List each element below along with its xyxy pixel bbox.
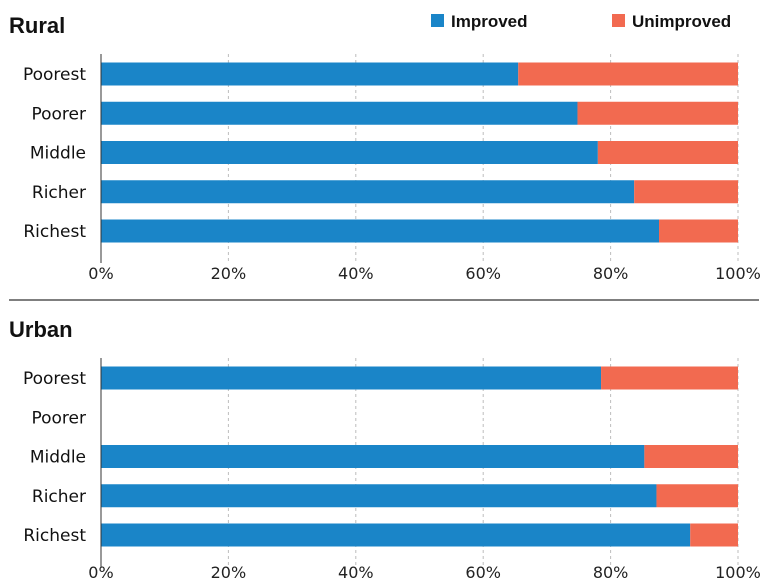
- rural-panel-title: Rural: [9, 13, 65, 38]
- rural-chart-panel: 0% 20% 40% 60% 80% 100% Poorest Poorer Middle Ric…: [23, 54, 761, 283]
- x-tick-label: 0%: [88, 264, 113, 283]
- x-tick-label: 80%: [593, 264, 629, 283]
- category-label: Richest: [23, 222, 86, 242]
- category-label: Poorest: [23, 369, 86, 389]
- x-tick-label: 40%: [338, 264, 374, 283]
- urban-chart-panel: 0% 20% 40% 60% 80% 100% Poorest Poorer Middle Ric…: [23, 358, 761, 582]
- bar-segment-unimproved: [644, 445, 738, 468]
- category-label: Poorer: [31, 408, 86, 428]
- bar-segment-improved: [101, 141, 598, 164]
- x-tick-label: 0%: [88, 563, 113, 582]
- x-tick-label: 60%: [465, 563, 501, 582]
- bar-segment-improved: [101, 219, 660, 243]
- bar-segment-unimproved: [659, 219, 738, 243]
- bar-segment-improved: [101, 62, 519, 86]
- x-tick-label: 100%: [715, 563, 761, 582]
- category-label: Richer: [32, 487, 86, 507]
- legend-label-unimproved: Unimproved: [632, 12, 731, 31]
- bar-segment-unimproved: [656, 484, 738, 508]
- legend-swatch-improved: [431, 14, 444, 27]
- urban-panel-title: Urban: [9, 317, 73, 342]
- category-label: Middle: [30, 144, 86, 164]
- legend-label-improved: Improved: [451, 12, 528, 31]
- bar-segment-improved: [101, 366, 602, 390]
- bar-segment-unimproved: [518, 62, 738, 86]
- x-tick-label: 20%: [211, 264, 247, 283]
- bar-segment-unimproved: [690, 523, 738, 547]
- bar-segment-improved: [101, 101, 578, 125]
- bar-segment-unimproved: [634, 180, 738, 204]
- category-label: Richest: [23, 526, 86, 546]
- x-tick-label: 40%: [338, 563, 374, 582]
- bar-segment-unimproved: [601, 366, 738, 390]
- bar-segment-improved: [101, 523, 691, 547]
- category-label: Richer: [32, 183, 86, 203]
- legend: Improved Unimproved: [431, 12, 731, 31]
- bar-segment-improved: [101, 484, 657, 508]
- category-label: Poorest: [23, 65, 86, 85]
- category-label: Poorer: [31, 104, 86, 124]
- bar-segment-improved: [101, 445, 645, 468]
- x-tick-label: 60%: [465, 264, 501, 283]
- legend-swatch-unimproved: [612, 14, 625, 27]
- bar-segment-unimproved: [577, 101, 738, 125]
- category-label: Middle: [30, 448, 86, 468]
- x-tick-label: 80%: [593, 563, 629, 582]
- x-tick-label: 100%: [715, 264, 761, 283]
- bar-segment-unimproved: [597, 141, 738, 164]
- x-tick-label: 20%: [211, 563, 247, 582]
- bar-segment-improved: [101, 180, 635, 204]
